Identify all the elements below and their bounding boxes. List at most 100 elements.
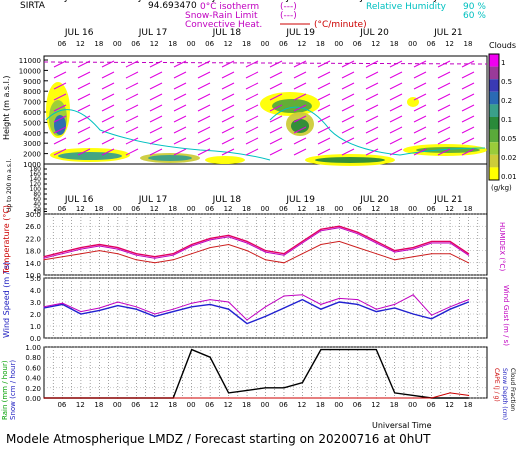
hour-label: 12 [224,40,233,48]
hour-label: 06 [353,0,362,2]
series-point [209,397,211,399]
wind-arrow [293,71,307,79]
series-point [375,348,377,351]
hour-label: 12 [445,0,454,2]
wind-arrow [341,115,355,123]
wind-arrow [461,93,475,101]
series-point [449,397,451,399]
wind-ylabel: Wind Speed (m / s) [2,262,11,338]
wind-arrow [461,115,475,123]
series-point [467,299,470,301]
series-point [135,308,137,310]
hour-label: 12 [76,0,85,2]
series-point [209,299,211,301]
series-point [412,246,414,249]
series-point [320,348,322,351]
y-tick-label: 0.60 [25,364,41,372]
series-point [117,397,119,399]
hour-label: 06 [353,205,362,213]
series-point [320,243,322,246]
cloud-blob [58,152,122,160]
colorbar-swatch [489,104,499,117]
wind-arrow [389,137,403,145]
series-point [375,253,377,255]
series-line-1 [44,392,469,399]
series-point [246,323,248,325]
series-point [301,382,304,384]
wind-arrow [173,71,187,79]
wind-arrow [317,148,331,156]
wind-arrow [221,93,235,101]
wind-arrow [173,115,187,123]
wind-arrow [221,126,235,134]
series-point [80,248,82,250]
wind-arrow [293,126,307,134]
y-tick-label: 4.0 [30,287,41,295]
series-point [98,397,100,399]
colorbar-swatch [489,91,499,105]
wind-arrow [317,82,331,90]
series-point [357,299,359,301]
series-point [172,308,174,310]
series-point [320,303,322,305]
wind-arrow [101,137,115,145]
y-tick-label: 30.0 [25,211,41,219]
wind-arrow [317,60,331,68]
wind-arrow [461,104,475,112]
series-point [172,253,174,255]
series-point [394,307,396,309]
day-label: JUL 19 [285,0,315,3]
hour-label: 12 [297,0,306,2]
series-point [61,253,64,255]
wind-arrow [461,137,475,145]
rh-contour [269,106,486,156]
wind-arrow [437,71,451,79]
wind-arrow [461,148,475,156]
series-point [172,254,174,256]
series-point [172,259,174,261]
wind-arrow [197,93,211,101]
series-point [357,348,359,351]
y-tick-label: 60 [33,196,41,203]
series-point [283,307,285,309]
series-point [209,303,211,305]
series-point [227,392,230,394]
series-point [338,227,340,229]
series-point [264,397,267,399]
series-point [61,251,64,253]
series-point [43,397,45,399]
wind-arrow [53,82,67,90]
y-tick-label: 10 [33,209,41,216]
wind-arrow [413,60,427,68]
y-tick-label: 5.0 [30,275,41,283]
series-point [80,313,82,315]
hour-label: 12 [445,40,454,48]
series-point [412,313,414,315]
series-point [357,246,359,249]
wind-arrow [389,148,403,156]
hour-label: 18 [94,0,103,2]
series-point [375,240,377,243]
hour-label: 06 [131,401,140,409]
series-point [283,397,285,399]
series-point [209,239,211,241]
hour-label: 18 [316,205,325,213]
station-name: SIRTA [20,1,46,11]
series-line-2 [43,240,469,264]
wind-arrow [197,126,211,134]
wind-arrow [413,82,427,90]
hour-label: 00 [261,401,270,409]
colorbar-swatch [489,54,499,67]
wind-arrow [461,71,475,79]
wind-arrow [317,115,331,123]
series-point [283,295,285,297]
wind-arrow [413,126,427,134]
series-point [264,306,267,308]
wind-arrow [365,148,379,156]
legend-isotherm: 0°C isotherm [200,2,259,12]
series-point [412,394,414,397]
wind-arrow [53,60,67,68]
series-point [264,259,267,261]
